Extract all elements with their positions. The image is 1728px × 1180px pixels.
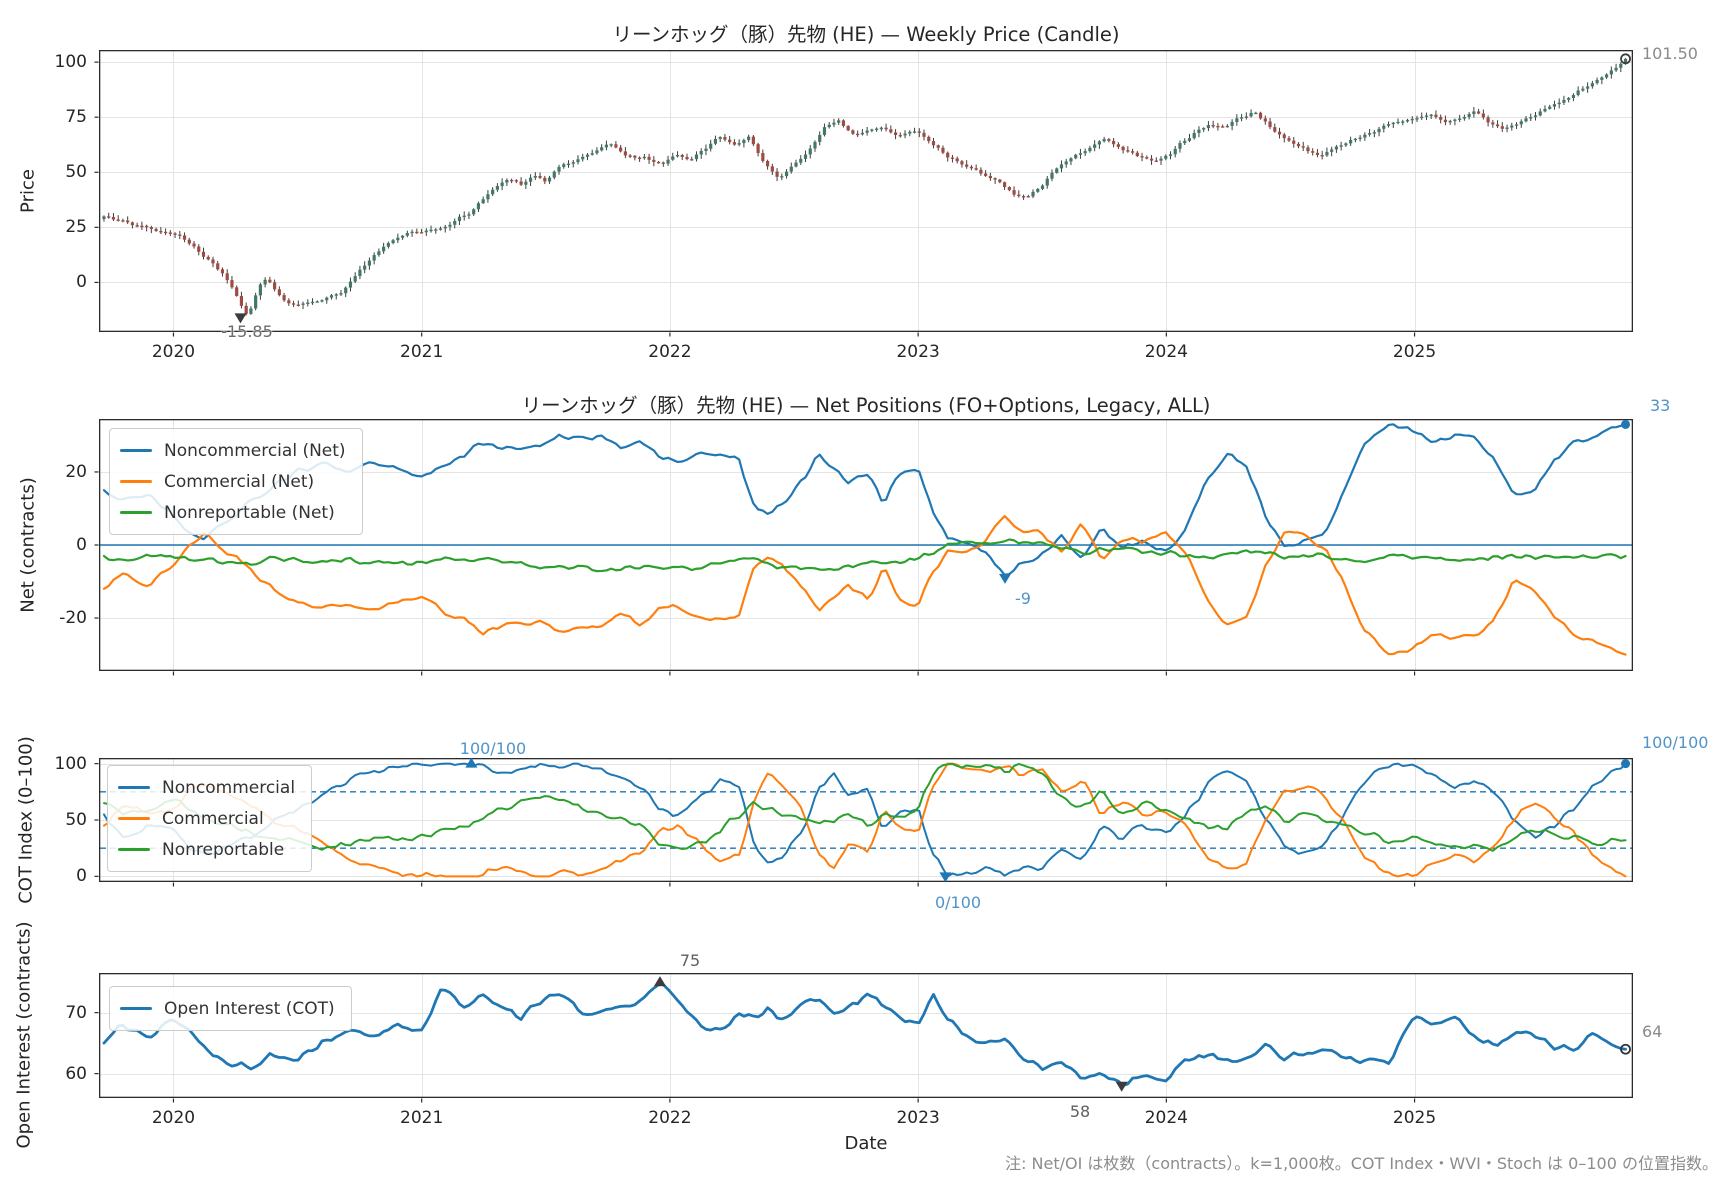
commercial-line-swatch-icon <box>118 816 150 821</box>
legend-item-commercial-net: Commercial (Net) <box>120 466 346 497</box>
legend-item-commercial: Commercial <box>118 803 295 834</box>
noncommercial-line-swatch-icon <box>118 785 150 790</box>
oi-legend: Open Interest (COT) <box>109 986 352 1031</box>
x-tick-label: 2023 <box>896 1108 940 1128</box>
y-tick-label: -20 <box>59 608 87 629</box>
x-tick-label: 2025 <box>1392 1108 1437 1128</box>
oi-y-axis-label: Open Interest (contracts) <box>13 921 35 1149</box>
oi-last-annotation: 64 <box>1642 1022 1663 1041</box>
legend-label: Noncommercial (Net) <box>164 440 346 461</box>
net-last-annotation: 33 <box>1650 396 1671 415</box>
price-last-annotation: 101.50 <box>1642 44 1698 63</box>
nonreportable-line-swatch-icon <box>118 847 150 852</box>
y-tick-label: 20 <box>65 461 87 482</box>
net-y-axis-label: Net (contracts) <box>17 477 39 613</box>
y-tick-label: 75 <box>65 107 87 128</box>
legend-label: Nonreportable <box>162 839 285 860</box>
x-tick-label: 2023 <box>896 342 940 362</box>
x-tick-label: 2022 <box>648 342 692 362</box>
legend-item-nonreportable: Nonreportable <box>118 834 295 865</box>
price-y-axis-label: Price <box>17 169 39 213</box>
oi-max-annotation: 75 <box>679 951 701 970</box>
cot-y-axis-label: COT Index (0–100) <box>15 736 37 904</box>
y-tick-label: 60 <box>65 1063 87 1084</box>
x-tick-label: 2025 <box>1392 342 1437 362</box>
price-panel-title: リーンホッグ（豚）先物 (HE) — Weekly Price (Candle) <box>612 23 1120 46</box>
y-tick-label: 0 <box>76 535 87 555</box>
y-tick-label: 25 <box>65 217 87 238</box>
legend-label: Commercial <box>162 808 264 829</box>
y-tick-label: 0 <box>76 866 87 887</box>
x-tick-label: 2022 <box>648 1108 692 1128</box>
legend-label: Nonreportable (Net) <box>164 502 335 523</box>
price-low-annotation: -15.85 <box>221 322 273 341</box>
commercial-line-swatch-icon <box>120 479 152 484</box>
y-tick-label: 50 <box>65 810 87 830</box>
x-tick-label: 2021 <box>400 1108 444 1128</box>
legend-label: Commercial (Net) <box>164 471 315 492</box>
y-tick-label: 50 <box>65 162 87 183</box>
legend-item-nonreportable-net: Nonreportable (Net) <box>120 497 346 528</box>
x-tick-label: 2021 <box>400 342 444 362</box>
y-tick-label: 100 <box>54 753 87 774</box>
legend-label: Noncommercial <box>162 777 296 798</box>
net-panel-title: リーンホッグ（豚）先物 (HE) — Net Positions (FO+Opt… <box>521 394 1211 417</box>
open-interest-line-swatch-icon <box>120 1006 152 1011</box>
cot-index-canvas <box>91 752 1647 892</box>
x-axis-label: Date <box>844 1133 888 1154</box>
y-tick-label: 100 <box>54 52 87 73</box>
legend-item-noncommercial-net: Noncommercial (Net) <box>120 435 346 466</box>
x-tick-label: 2024 <box>1144 1108 1188 1128</box>
net-noncommercial-dip-annotation: -9 <box>1015 589 1031 608</box>
price-candle-canvas <box>91 44 1647 342</box>
noncommercial-line-swatch-icon <box>120 448 152 453</box>
cot-last-annotation: 100/100 <box>1642 733 1709 752</box>
oi-min-annotation: 58 <box>1069 1102 1091 1121</box>
footnote: 注: Net/OI は枚数（contracts）。k=1,000枚。COT In… <box>1005 1154 1718 1173</box>
legend-item-open-interest: Open Interest (COT) <box>120 993 335 1024</box>
y-tick-label: 70 <box>65 1002 87 1023</box>
nonreportable-line-swatch-icon <box>120 510 152 515</box>
x-tick-label: 2024 <box>1144 342 1188 362</box>
cot-min-annotation: 0/100 <box>934 893 982 912</box>
legend-label: Open Interest (COT) <box>164 998 335 1019</box>
x-tick-label: 2020 <box>151 1108 196 1128</box>
legend-item-noncommercial: Noncommercial <box>118 772 295 803</box>
cot-legend: Noncommercial Commercial Nonreportable <box>107 765 313 872</box>
y-tick-label: 0 <box>76 272 87 293</box>
net-legend: Noncommercial (Net) Commercial (Net) Non… <box>109 428 363 535</box>
cot-max-annotation: 100/100 <box>459 739 527 758</box>
x-tick-label: 2020 <box>151 342 196 362</box>
